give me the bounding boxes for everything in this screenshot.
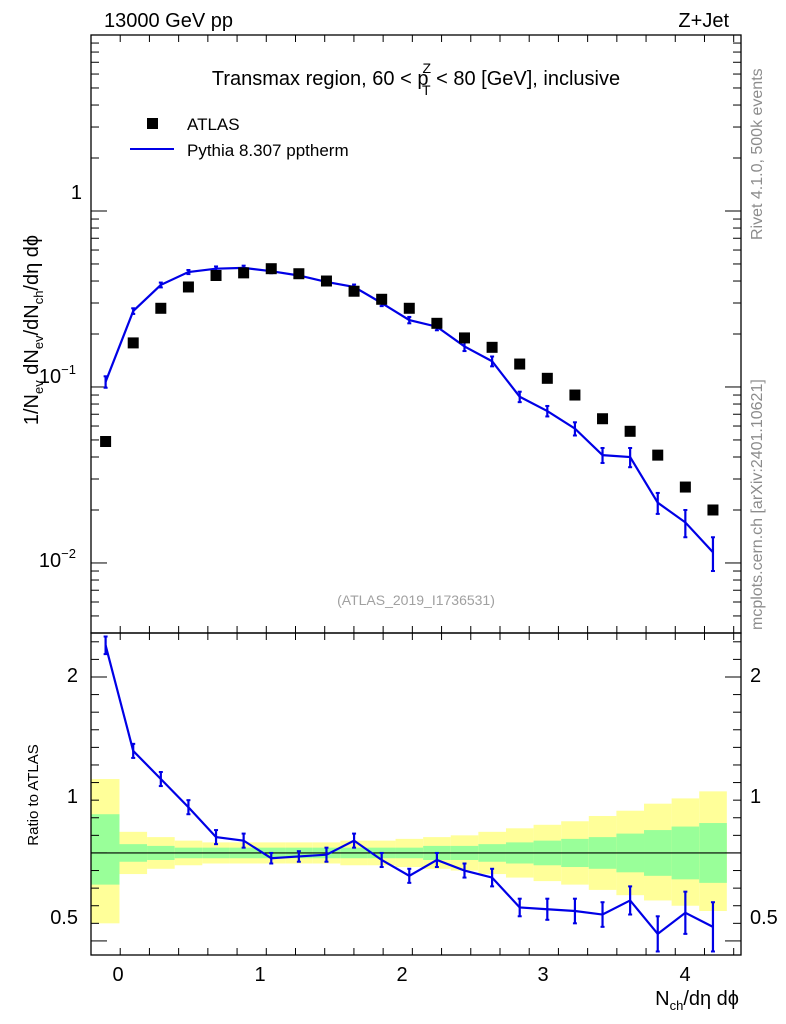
- atlas-data-point: [458, 332, 470, 344]
- atlas-data-point: [597, 413, 609, 425]
- atlas-data-point: [403, 302, 415, 314]
- ratio-y-axis-label: Ratio to ATLAS: [25, 744, 42, 845]
- atlas-data-point: [182, 281, 194, 293]
- ratio-tick-right-1: 1: [750, 786, 761, 808]
- y-tick-label-0.01-base: 10: [39, 550, 61, 572]
- atlas-data-point: [486, 341, 498, 353]
- y-axis-label-end: /dη dϕ: [21, 235, 43, 291]
- atlas-data-point: [431, 317, 443, 329]
- y-axis-label-start: 1/N: [21, 394, 43, 425]
- atlas-data-point: [238, 267, 250, 279]
- atlas-data-point: [320, 275, 332, 287]
- x-axis-label: Nch/dη dϕ: [655, 988, 739, 1013]
- legend-atlas-marker: [147, 118, 158, 129]
- atlas-data-point: [376, 293, 388, 305]
- y-tick-label-0.1-base: 10: [39, 366, 61, 388]
- atlas-data-point: [293, 268, 305, 280]
- atlas-data-point: [265, 263, 277, 275]
- x-tick-labels: 0 1 2 3 4: [112, 964, 690, 986]
- y-tick-label-1: 1: [71, 182, 82, 204]
- x-tick-label-0: 0: [112, 964, 123, 986]
- stat-band-bin: [91, 814, 120, 885]
- atlas-data-point: [707, 504, 719, 516]
- plot-title-end: < 80 [GeV], inclusive: [431, 68, 621, 90]
- analysis-watermark: (ATLAS_2019_I1736531): [337, 592, 495, 608]
- y-tick-label-0.01: 10−2: [39, 546, 76, 572]
- y-tick-label-0.01-exp: −2: [61, 546, 76, 561]
- header-left: 13000 GeV pp: [104, 10, 233, 32]
- legend-mc-label: Pythia 8.307 pptherm: [187, 141, 349, 160]
- plot-title-sub: T: [422, 82, 431, 98]
- atlas-data-point: [624, 425, 636, 437]
- y-tick-label-0.1: 10−1: [39, 362, 76, 388]
- atlas-data-point: [569, 389, 581, 401]
- plot-title-start: Transmax region, 60 < p: [212, 68, 429, 90]
- y-axis-label-sub2: ev: [31, 335, 46, 349]
- atlas-data-point: [210, 269, 222, 281]
- header-right: Z+Jet: [678, 10, 729, 32]
- y-axis-label-mid2: /dN: [21, 304, 43, 335]
- ratio-tick-right-2: 2: [750, 665, 761, 687]
- x-tick-label-3: 3: [537, 964, 548, 986]
- axis-ticks: [90, 34, 741, 955]
- x-tick-label-2: 2: [396, 964, 407, 986]
- ratio-tick-left-2: 2: [67, 665, 78, 687]
- x-tick-label-1: 1: [254, 964, 265, 986]
- ratio-tick-left-0.5: 0.5: [50, 907, 78, 929]
- y-axis-label: 1/Nev dNev/dNch/dη dϕ: [21, 235, 46, 425]
- plot-title-sup: Z: [422, 60, 431, 76]
- x-axis-label-start: N: [655, 988, 669, 1010]
- atlas-data-point: [100, 436, 112, 448]
- atlas-data-point: [155, 302, 167, 314]
- mcplots-label: mcplots.cern.ch [arXiv:2401.10621]: [749, 379, 766, 630]
- ratio-tick-right-0.5: 0.5: [750, 907, 778, 929]
- y-axis-label-sub1: ev: [31, 380, 46, 394]
- x-tick-label-4: 4: [679, 964, 690, 986]
- x-axis-label-end: /dη dϕ: [683, 988, 739, 1010]
- y-axis-label-mid: dN: [21, 349, 43, 380]
- legend-atlas-label: ATLAS: [187, 115, 240, 134]
- atlas-data-point: [514, 358, 526, 370]
- atlas-data-point: [679, 481, 691, 493]
- x-axis-label-sub: ch: [670, 998, 684, 1013]
- atlas-data-point: [127, 337, 139, 349]
- ratio-tick-labels: 2 1 0.5 2 1 0.5: [50, 665, 778, 929]
- atlas-data-point: [348, 285, 360, 297]
- y-tick-labels: 1 10−1 10−2: [39, 182, 82, 572]
- atlas-data-point: [652, 449, 664, 461]
- ratio-plot-frame: [90, 632, 742, 956]
- rivet-label: Rivet 4.1.0, 500k events: [749, 68, 766, 240]
- y-axis-label-sub3: ch: [31, 291, 46, 305]
- plot-title: Transmax region, 60 < pZ T < 80 [GeV], in…: [212, 60, 620, 98]
- atlas-data-point: [541, 372, 553, 384]
- y-tick-label-0.1-exp: −1: [61, 362, 76, 377]
- main-plot-marks: [100, 263, 719, 573]
- ratio-plot-marks: [103, 635, 715, 953]
- ratio-tick-left-1: 1: [67, 786, 78, 808]
